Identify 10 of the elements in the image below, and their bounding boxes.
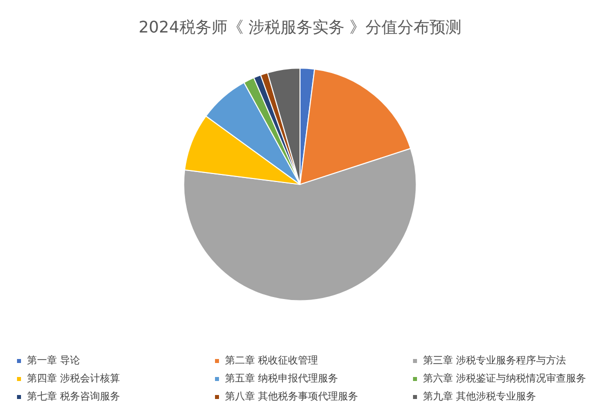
legend-label: 第一章 导论 [27,354,80,366]
legend-label: 第五章 纳税申报代理服务 [225,372,338,384]
legend-label: 第九章 其他涉税专业服务 [423,390,536,402]
legend-label: 第七章 税务咨询服务 [27,390,120,402]
legend-label: 第四章 涉税会计核算 [27,372,120,384]
legend-label: 第二章 税收征收管理 [225,354,318,366]
chart-title: 2024税务师《 涉税服务实务 》分值分布预测 [138,18,462,36]
legend-label: 第八章 其他税务事项代理服务 [225,390,358,402]
legend-label: 第三章 涉税专业服务程序与方法 [423,354,566,366]
legend-label: 第六章 涉税鉴证与纳税情况审查服务 [423,372,586,384]
